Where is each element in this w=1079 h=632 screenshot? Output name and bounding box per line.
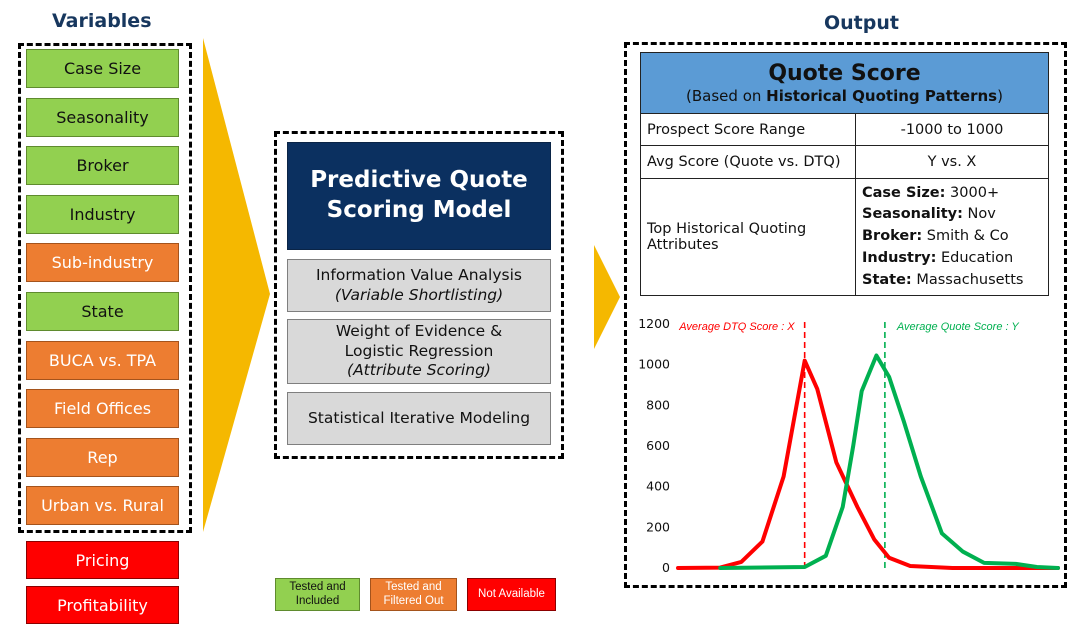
row-label: Top Historical Quoting Attributes [640,178,856,296]
step-weight-of-evidence: Weight of Evidence & Logistic Regression… [287,319,551,384]
attribute-value: Massachusetts [911,271,1024,288]
attribute-line: Case Size: 3000+ [862,183,1042,205]
y-tick-label: 1000 [638,357,670,372]
variable-label: Broker [76,156,129,176]
attribute-line: Industry: Education [862,248,1042,270]
attribute-key: Broker: [862,228,923,245]
step-subtitle: (Variable Shortlisting) [334,285,504,304]
step-statistical-modeling: Statistical Iterative Modeling [287,392,551,445]
output-container [624,42,1067,588]
variable-label: Sub-industry [51,253,154,273]
row-label: Avg Score (Quote vs. DTQ) [640,145,856,179]
variable-label: BUCA vs. TPA [48,350,157,370]
y-tick-label: 800 [646,397,670,412]
model-title-box: Predictive Quote Scoring Model [287,142,551,250]
step-information-value: Information Value Analysis (Variable Sho… [287,259,551,312]
model-container [274,131,564,459]
subtitle-bold: Historical Quoting Patterns [766,87,998,106]
variable-sub-industry: Sub-industry [26,243,179,283]
attribute-value: Education [936,249,1014,266]
y-tick-label: 200 [646,519,670,534]
average-label: Average DTQ Score : X [678,321,795,333]
variable-state: State [26,292,179,331]
legend-line2: Included [295,594,340,607]
legend-included: Tested and Included [275,578,360,611]
legend-line1: Tested and [289,580,346,593]
attribute-key: Seasonality: [862,206,963,223]
model-title-line1: Predictive Quote [310,167,528,194]
score-distribution-chart: 0 200 400 600 800 1000 1200 Average DTQ Score :… [638,316,1060,575]
variable-field-offices: Field Offices [26,389,179,429]
attribute-line: Broker: Smith & Co [862,226,1042,248]
variable-buca-vs-tpa: BUCA vs. TPA [26,340,179,380]
model-title-line2: Scoring Model [326,197,512,223]
attribute-line: State: Massachusetts [862,270,1042,292]
average-label: Average Quote Score : Y [896,321,1020,333]
table-row: Top Historical Quoting Attributes Case S… [640,178,1049,296]
variable-label: Pricing [75,550,130,570]
variable-label: Industry [69,204,136,224]
attribute-value: Nov [962,206,996,223]
attribute-key: Case Size: [862,184,946,201]
y-tick-label: 400 [646,479,670,494]
variable-label: Case Size [63,59,142,78]
row-value: Y vs. X [855,145,1049,179]
variables-container [18,43,192,533]
legend-line1: Tested and [385,580,442,593]
variable-label: State [81,302,124,321]
legend-line1: Not Available [478,587,545,600]
variable-urban-vs-rural: Urban vs. Rural [26,486,179,526]
output-heading: Output [824,12,899,34]
flow-arrow-large [203,38,270,532]
attribute-key: State: [862,271,912,288]
subtitle-prefix: (Based on [686,87,767,106]
step-title-line2: Logistic Regression [344,341,494,360]
flow-arrow-small [594,245,620,349]
variable-case-size: Case Size [26,49,179,88]
variable-industry: Industry [26,194,179,234]
attribute-value: Smith & Co [922,228,1009,245]
series-line-quote [718,353,1060,570]
flow-arrow-large-shape [203,38,270,532]
step-title: Weight of Evidence & [335,322,503,341]
legend-line2: Filtered Out [383,594,444,607]
variable-seasonality: Seasonality [26,97,179,137]
attributes-label-line1: Top Historical Quoting [647,221,807,237]
quote-score-table: Quote Score (Based on Historical Quoting… [640,52,1049,296]
table-row: Prospect Score Range -1000 to 1000 [640,113,1049,146]
subtitle-suffix: ) [997,87,1003,106]
y-tick-label: 600 [646,438,670,453]
quote-score-title: Quote Score [768,60,921,86]
step-title: Information Value Analysis [315,266,522,285]
variable-broker: Broker [26,146,179,186]
variable-label: Profitability [57,595,148,615]
y-tick-label: 1200 [638,316,670,331]
variable-profitability: Profitability [26,586,179,624]
variable-label: Seasonality [56,107,149,127]
step-title: Statistical Iterative Modeling [307,408,531,427]
legend-filtered: Tested and Filtered Out [370,578,457,611]
attributes-list: Case Size: 3000+ Seasonality: Nov Broker: … [855,178,1049,296]
quote-score-header: Quote Score (Based on Historical Quoting… [640,52,1049,114]
flow-arrow-small-shape [594,245,620,349]
variable-label: Rep [87,447,118,467]
variable-pricing: Pricing [26,541,179,579]
row-value: -1000 to 1000 [855,113,1049,146]
attribute-value: 3000+ [945,184,1000,201]
legend-unavailable: Not Available [467,578,556,611]
variables-heading: Variables [52,10,152,32]
attribute-key: Industry: [862,249,937,266]
row-label: Prospect Score Range [640,113,856,146]
variable-rep: Rep [26,437,179,477]
table-row: Avg Score (Quote vs. DTQ) Y vs. X [640,145,1049,179]
attributes-label-line2: Attributes [647,237,719,253]
step-subtitle: (Attribute Scoring) [347,361,491,380]
variable-label: Field Offices [53,399,152,419]
variable-label: Urban vs. Rural [41,496,164,516]
y-tick-label: 0 [662,560,670,575]
quote-score-subtitle: (Based on Historical Quoting Patterns) [647,87,1042,105]
attribute-line: Seasonality: Nov [862,204,1042,226]
series-line-dtq [676,358,1060,570]
